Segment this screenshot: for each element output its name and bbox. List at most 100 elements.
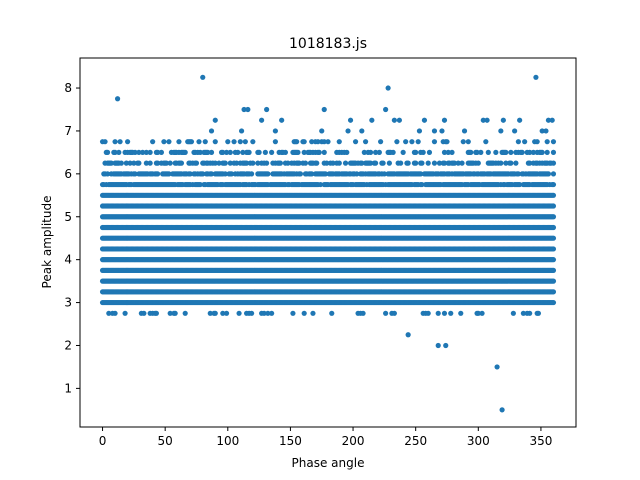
data-point	[403, 139, 409, 145]
data-point	[550, 224, 557, 231]
data-point	[237, 139, 243, 145]
outlier-point	[461, 128, 468, 134]
data-point	[222, 160, 228, 166]
data-point	[150, 139, 156, 145]
data-point	[400, 149, 406, 155]
data-point	[125, 139, 131, 145]
outlier-point	[347, 117, 354, 123]
data-point	[483, 139, 489, 145]
outlier-point	[439, 128, 445, 134]
data-point	[458, 310, 464, 316]
data-point	[391, 310, 397, 316]
data-point	[155, 171, 161, 177]
data-point	[176, 139, 182, 145]
outlier-point	[272, 128, 278, 134]
data-point	[207, 310, 213, 316]
x-tick-label: 50	[158, 434, 173, 448]
data-point	[413, 149, 419, 155]
data-point	[188, 139, 195, 145]
outlier-point	[533, 74, 539, 80]
data-point	[544, 149, 550, 155]
outlier-point	[517, 117, 523, 123]
outlier-point	[396, 117, 402, 123]
data-point	[409, 139, 415, 145]
data-point	[336, 160, 342, 166]
outlier-point	[416, 128, 423, 134]
data-point	[550, 278, 557, 284]
outlier-point	[319, 128, 325, 134]
y-tick-label: 2	[64, 338, 72, 352]
data-point	[415, 139, 421, 145]
outlier-point	[208, 128, 215, 134]
data-point	[231, 139, 237, 145]
data-point	[297, 171, 304, 177]
outlier-point	[543, 128, 549, 134]
data-point	[550, 289, 557, 295]
data-point	[478, 149, 484, 155]
data-point	[321, 149, 327, 155]
data-point	[386, 160, 392, 166]
x-tick-label: 350	[529, 434, 552, 448]
data-point	[269, 149, 275, 155]
outlier-point	[259, 117, 265, 123]
data-point	[325, 139, 331, 145]
data-point	[329, 310, 335, 316]
data-point	[172, 310, 178, 316]
data-point	[236, 310, 242, 316]
data-point	[373, 160, 379, 166]
outlier-point	[435, 342, 441, 349]
data-point	[545, 171, 552, 177]
data-point	[522, 139, 528, 145]
data-point	[431, 139, 438, 145]
outlier-point	[499, 407, 505, 413]
data-point	[426, 149, 433, 155]
data-point	[116, 149, 122, 155]
outlier-point	[391, 117, 397, 123]
data-point	[362, 139, 369, 145]
data-point	[310, 310, 316, 316]
data-point	[314, 160, 320, 166]
data-point	[167, 160, 173, 166]
outlier-point	[405, 332, 411, 338]
data-point	[256, 149, 262, 155]
data-point	[508, 149, 514, 155]
data-point	[539, 149, 545, 155]
outlier-point	[443, 342, 449, 349]
data-point	[544, 139, 550, 145]
outlier-point	[345, 128, 351, 134]
data-point	[352, 139, 359, 145]
data-point	[475, 160, 481, 166]
data-point	[503, 149, 509, 155]
data-point	[294, 139, 300, 145]
data-point	[378, 139, 384, 145]
data-point	[265, 171, 271, 177]
data-point	[479, 310, 485, 316]
data-point	[515, 139, 521, 145]
data-point	[425, 310, 431, 316]
data-point	[112, 310, 118, 316]
data-point	[104, 149, 111, 155]
outlier-point	[500, 117, 506, 123]
data-point	[336, 139, 342, 145]
data-point	[147, 160, 153, 166]
data-point	[342, 160, 349, 166]
outlier-point	[484, 117, 490, 123]
data-point	[158, 149, 165, 155]
outlier-point	[549, 117, 555, 123]
data-point	[465, 139, 471, 145]
data-point	[550, 257, 557, 263]
data-point	[413, 160, 419, 166]
data-point	[383, 310, 389, 316]
data-point	[460, 139, 466, 145]
outlier-point	[385, 85, 391, 91]
data-point	[550, 203, 557, 209]
data-point	[508, 160, 514, 166]
outlier-point	[321, 106, 327, 113]
data-points	[99, 74, 557, 413]
data-point	[212, 310, 218, 316]
data-point	[265, 310, 271, 316]
outlier-point	[431, 128, 438, 134]
data-point	[250, 139, 256, 145]
data-point	[419, 160, 425, 166]
data-point	[367, 149, 374, 155]
